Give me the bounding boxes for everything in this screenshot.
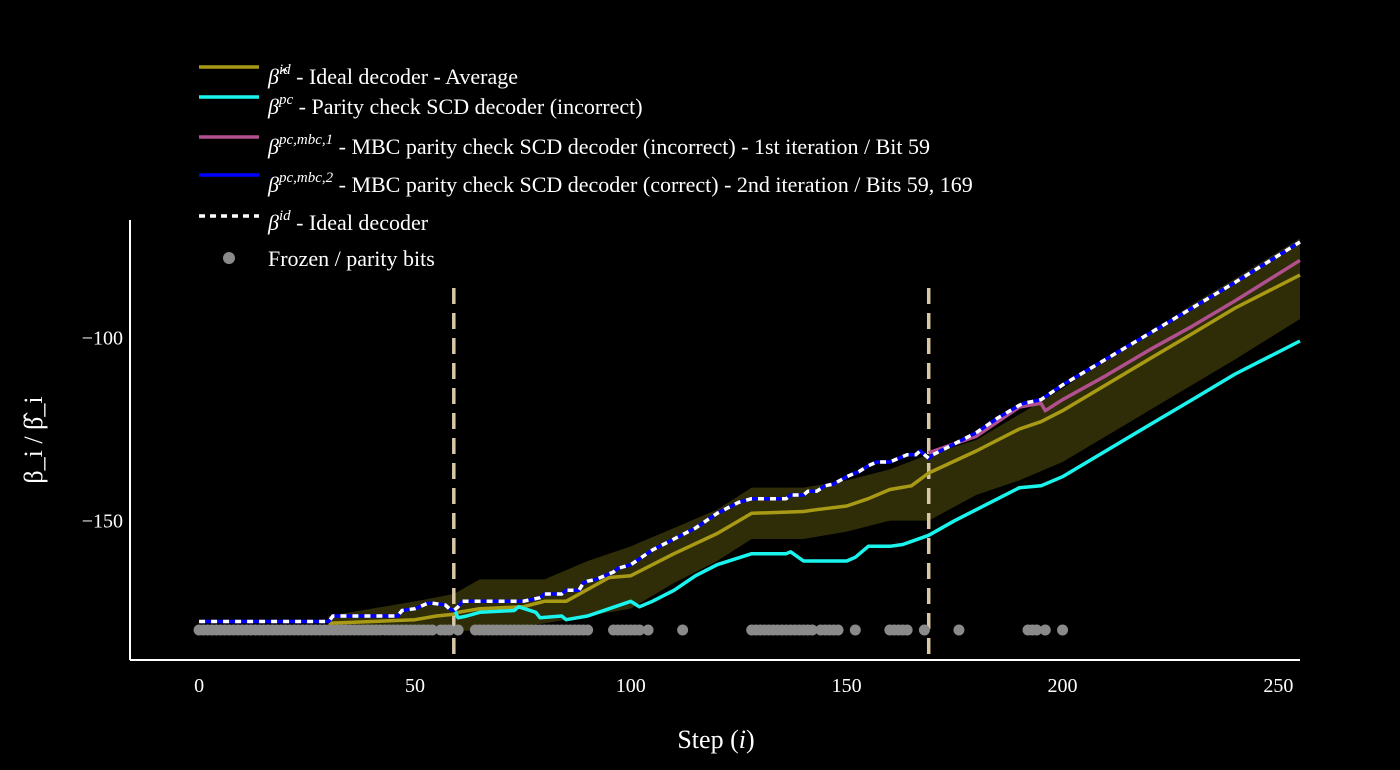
y-tick-label: −150 — [82, 511, 123, 533]
series-line-pc — [452, 339, 1301, 622]
legend-label-pc: βpc - Parity check SCD decoder (incorrec… — [267, 92, 643, 119]
x-tick-label: 50 — [405, 675, 425, 697]
x-tick-label: 250 — [1263, 675, 1293, 697]
legend: β̂id - Ideal decoder - Average βpc - Pari… — [199, 62, 973, 271]
frozen-bit-marker — [901, 624, 913, 636]
frozen-bit-marker — [832, 624, 844, 636]
confidence-band-layer — [328, 238, 1300, 631]
frozen-bit-marker — [452, 624, 464, 636]
series-line-average — [328, 273, 1301, 626]
frozen-bit-marker — [677, 624, 689, 636]
confidence-band — [328, 238, 1300, 631]
legend-marker-frozen — [223, 252, 235, 264]
frozen-bit-marker — [1031, 624, 1043, 636]
series-line-mbc1 — [928, 258, 1301, 455]
series-line-ideal — [199, 240, 1301, 624]
x-tick-label: 100 — [616, 675, 646, 697]
frozen-bit-marker — [1039, 624, 1051, 636]
series-layer — [199, 240, 1301, 626]
frozen-bits-layer — [193, 624, 1069, 636]
frozen-bit-marker — [642, 624, 654, 636]
frozen-bit-marker — [582, 624, 594, 636]
frozen-bit-marker — [806, 624, 818, 636]
x-tick-label: 0 — [194, 675, 204, 697]
legend-label-frozen: Frozen / parity bits — [268, 246, 435, 271]
legend-label-average: β̂id - Ideal decoder - Average — [267, 62, 518, 89]
frozen-bit-marker — [849, 624, 861, 636]
x-axis-label: Step (i) — [677, 725, 754, 754]
axes-layer: 0 50 100 150 200 250 −100 −150 Step (i) β_i / β̂_… — [19, 220, 1300, 754]
x-tick-label: 200 — [1048, 675, 1078, 697]
frozen-bit-marker — [633, 624, 645, 636]
y-tick-label: −100 — [82, 327, 123, 349]
frozen-bit-marker — [953, 624, 965, 636]
legend-label-mbc2: βpc,mbc,2 - MBC parity check SCD decoder… — [267, 170, 973, 197]
frozen-bit-marker — [426, 624, 438, 636]
frozen-bit-marker — [918, 624, 930, 636]
legend-label-mbc1: βpc,mbc,1 - MBC parity check SCD decoder… — [267, 132, 930, 159]
x-tick-label: 150 — [832, 675, 862, 697]
y-axis-label: β_i / β̂_i — [19, 396, 48, 483]
frozen-bit-marker — [1057, 624, 1069, 636]
frozen-bit-marker — [443, 624, 455, 636]
legend-label-ideal: βid - Ideal decoder — [267, 208, 429, 235]
